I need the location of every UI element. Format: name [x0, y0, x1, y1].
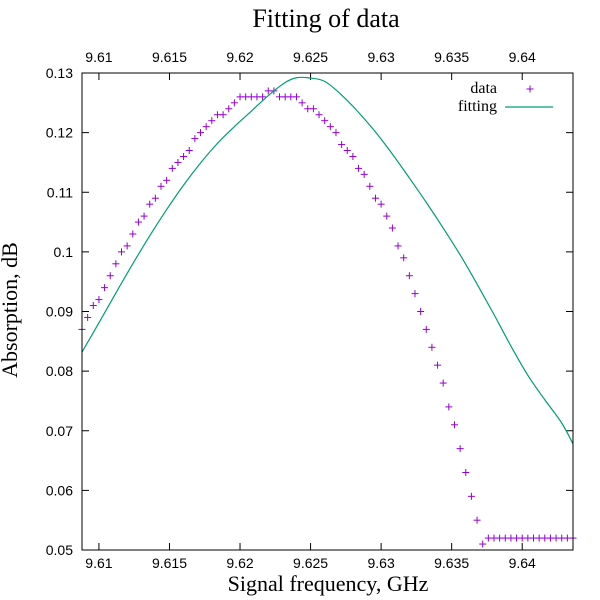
data-point [439, 379, 447, 387]
data-point [95, 296, 103, 304]
data-point [338, 141, 346, 149]
data-point [383, 212, 391, 220]
data-point [112, 260, 120, 268]
chart-title: Fitting of data [252, 4, 400, 33]
data-point [394, 242, 402, 250]
data-point [146, 200, 154, 208]
data-point [450, 421, 458, 429]
y-tick-label: 0.11 [47, 184, 73, 200]
data-point [417, 308, 425, 315]
data-point [434, 361, 442, 369]
data-point [473, 516, 481, 524]
y-tick-label: 0.07 [46, 423, 73, 439]
x-tick-label-top: 9.625 [293, 49, 328, 65]
legend-label-data: data [470, 80, 497, 97]
data-point [219, 111, 227, 119]
data-point [315, 111, 323, 119]
data-point [84, 313, 92, 321]
data-point [185, 147, 193, 155]
data-point [134, 218, 142, 226]
legend-label-fitting: fitting [458, 98, 497, 115]
data-point [202, 123, 210, 131]
data-point [225, 105, 233, 113]
data-point [123, 242, 131, 250]
data-point [456, 445, 464, 453]
x-tick-label-top: 9.615 [152, 49, 187, 65]
plot-area [78, 76, 577, 548]
data-point [428, 343, 436, 351]
data-point [197, 129, 205, 137]
x-tick-label-top: 9.635 [434, 49, 469, 65]
data-point [118, 248, 126, 256]
data-point [168, 164, 176, 172]
x-tick-label-top: 9.62 [226, 49, 253, 65]
data-point [462, 468, 470, 476]
y-tick-label: 0.13 [46, 65, 73, 81]
x-tick-label: 9.625 [293, 555, 328, 571]
data-point [332, 129, 340, 137]
data-point [259, 93, 267, 101]
y-tick-label: 0.06 [46, 482, 73, 498]
data-point [377, 200, 385, 208]
data-point [309, 105, 317, 113]
x-tick-label: 9.61 [85, 555, 112, 571]
data-point [360, 170, 368, 178]
data-point [174, 158, 182, 166]
axes-group: 9.61 9.61 9.615 9.615 9.62 9.62 9.625 9.625 9.63… [46, 49, 573, 571]
data-point [230, 99, 238, 107]
data-point [422, 325, 430, 333]
x-tick-label-top: 9.61 [85, 49, 112, 65]
data-point [101, 284, 109, 292]
y-tick-label: 0.1 [54, 244, 74, 260]
data-point [445, 403, 453, 411]
data-point [292, 93, 300, 101]
data-point [371, 194, 379, 202]
y-tick-label: 0.05 [46, 542, 73, 558]
data-point [157, 182, 165, 190]
x-axis-label: Signal frequency, GHz [228, 571, 429, 596]
y-axis-label: Absorption, dB [0, 242, 22, 378]
data-point [89, 302, 97, 310]
fitting-curve [81, 76, 574, 445]
data-point [163, 176, 171, 184]
plot-frame [81, 72, 574, 551]
data-point [106, 272, 114, 280]
y-tick-label: 0.08 [46, 363, 73, 379]
data-point [321, 117, 329, 125]
x-tick-label-top: 9.63 [367, 49, 394, 65]
y-tick-label: 0.09 [46, 304, 73, 320]
data-point [355, 164, 363, 172]
x-tick-label: 9.63 [367, 555, 394, 571]
data-point [411, 290, 419, 298]
data-point [180, 152, 188, 160]
data-point [298, 99, 306, 107]
data-point [343, 147, 351, 155]
data-point [349, 152, 357, 160]
x-tick-label: 9.615 [152, 555, 187, 571]
data-point [405, 272, 413, 280]
x-tick-label-top: 9.64 [509, 49, 536, 65]
data-point [129, 230, 137, 238]
data-point [366, 182, 374, 190]
x-tick-label: 9.62 [226, 555, 253, 571]
data-point [191, 135, 199, 143]
x-tick-label: 9.635 [434, 555, 469, 571]
data-point [400, 254, 408, 262]
data-point [151, 194, 159, 202]
data-point [208, 117, 216, 125]
data-point [479, 540, 487, 548]
data-point [326, 123, 334, 131]
data-point [140, 212, 148, 220]
x-tick-label: 9.64 [509, 555, 536, 571]
data-point [467, 492, 475, 500]
data-point [388, 224, 396, 232]
y-tick-label: 0.12 [46, 125, 73, 141]
